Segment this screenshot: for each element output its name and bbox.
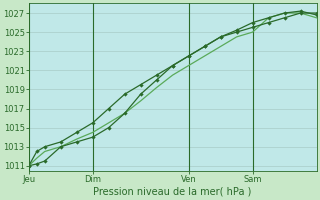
X-axis label: Pression niveau de la mer( hPa ): Pression niveau de la mer( hPa ) bbox=[93, 187, 252, 197]
